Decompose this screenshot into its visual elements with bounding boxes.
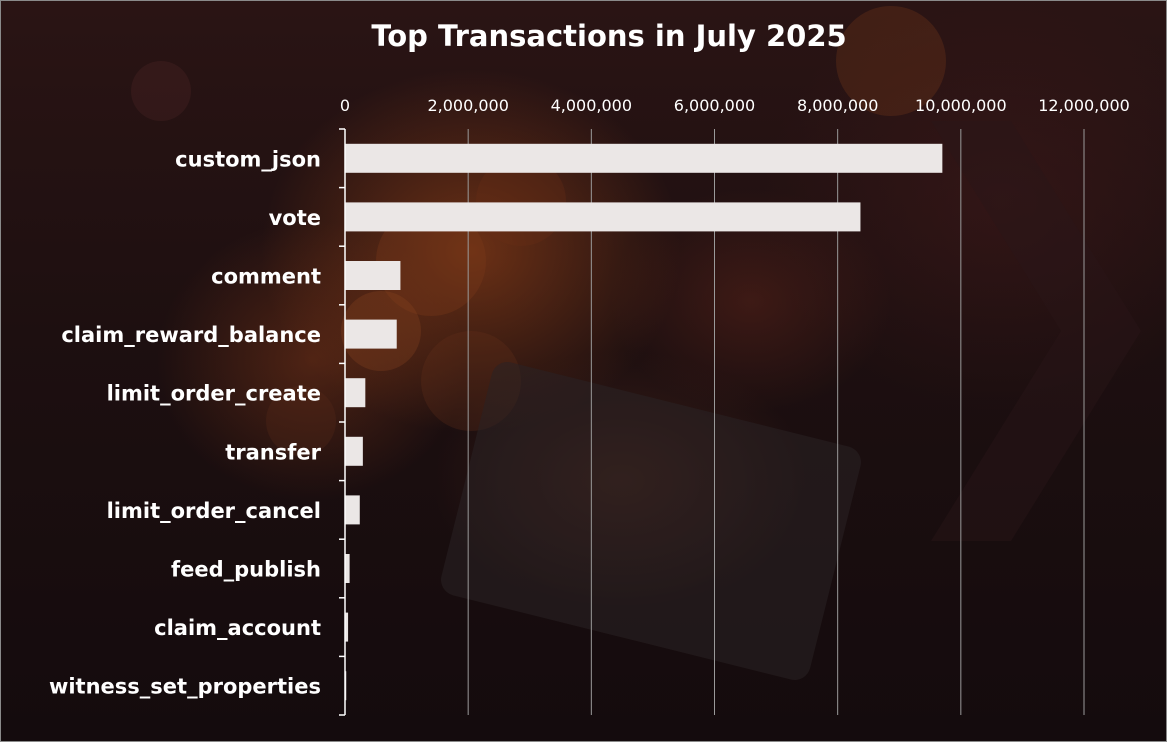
- category-label: limit_order_cancel: [107, 499, 321, 523]
- x-tick-label: 12,000,000: [1038, 96, 1130, 115]
- bar-transfer: [345, 436, 363, 466]
- x-tick-label: 6,000,000: [674, 96, 755, 115]
- x-tick-label: 2,000,000: [427, 96, 508, 115]
- x-tick-label: 8,000,000: [797, 96, 878, 115]
- category-label: vote: [269, 206, 321, 230]
- x-tick-label: 4,000,000: [551, 96, 632, 115]
- bar-claim-reward-balance: [345, 319, 397, 349]
- category-label: custom_json: [175, 147, 321, 171]
- bar-custom-json: [345, 143, 943, 173]
- category-label: claim_reward_balance: [61, 323, 321, 347]
- x-axis-ticks: 0 2,000,000 4,000,000 6,000,000 8,000,000 10,…: [340, 96, 1130, 115]
- x-tick-label: 10,000,000: [915, 96, 1007, 115]
- bar-feed-publish: [345, 554, 350, 583]
- y-axis: [339, 128, 346, 716]
- bar-limit-order-cancel: [345, 495, 360, 525]
- bars: [345, 143, 943, 701]
- x-tick-label: 0: [340, 96, 350, 115]
- category-label: limit_order_create: [107, 382, 321, 406]
- bar-comment: [345, 261, 401, 290]
- category-label: transfer: [225, 440, 321, 464]
- bar-vote: [345, 202, 861, 232]
- category-label: comment: [211, 265, 321, 289]
- category-label: claim_account: [154, 616, 321, 640]
- bar-limit-order-create: [345, 378, 366, 408]
- category-label: witness_set_properties: [49, 675, 321, 699]
- category-label: feed_publish: [171, 558, 321, 582]
- bar-claim-account: [345, 612, 349, 642]
- chart-title: Top Transactions in July 2025: [371, 19, 846, 53]
